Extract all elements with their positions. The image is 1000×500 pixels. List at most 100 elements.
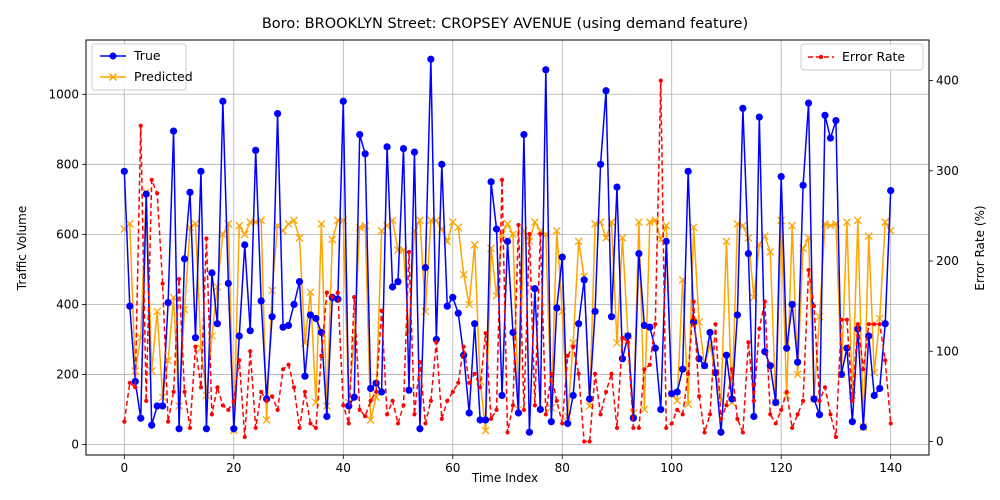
- legend-true-label: True: [133, 48, 161, 63]
- true-point: [350, 393, 358, 401]
- true-point: [284, 321, 293, 330]
- true-point: [137, 414, 145, 422]
- error-point: [806, 267, 811, 273]
- true-point: [569, 391, 577, 400]
- error-point: [467, 380, 472, 385]
- error-point: [707, 412, 713, 417]
- error-point: [828, 412, 833, 417]
- predicted-point: [415, 216, 424, 225]
- true-point: [323, 412, 331, 421]
- predicted-point: [552, 226, 561, 235]
- predicted-point: [218, 230, 227, 239]
- error-point: [866, 322, 871, 327]
- true-point: [821, 111, 829, 119]
- error-point: [231, 398, 236, 403]
- true-point: [438, 160, 446, 168]
- error-point: [319, 353, 324, 358]
- legend-right-box: [800, 43, 924, 71]
- predicted-point: [777, 216, 786, 225]
- error-point: [790, 425, 795, 431]
- error-point: [565, 353, 570, 358]
- error-point: [538, 231, 543, 237]
- error-point: [499, 177, 505, 182]
- true-point: [783, 344, 791, 352]
- error-point: [160, 281, 165, 286]
- error-point: [445, 398, 450, 403]
- error-point: [308, 421, 313, 426]
- error-point: [439, 416, 444, 422]
- x-tick-label: 80: [555, 461, 570, 475]
- true-point: [525, 428, 533, 436]
- error-point: [357, 407, 362, 412]
- true-point: [728, 395, 736, 403]
- true-point: [383, 143, 391, 151]
- true-point: [733, 311, 742, 319]
- predicted-point: [640, 405, 649, 414]
- error-point: [603, 389, 609, 394]
- predicted-point: [290, 216, 298, 225]
- true-point: [591, 307, 599, 316]
- error-point: [587, 439, 592, 444]
- predicted-point: [634, 218, 643, 227]
- true-point: [881, 320, 889, 328]
- true-point: [772, 398, 780, 407]
- error-point: [521, 407, 527, 412]
- error-point: [456, 380, 461, 385]
- error-point: [872, 322, 877, 327]
- error-point: [850, 398, 855, 403]
- error-point: [204, 236, 209, 241]
- true-point: [180, 255, 189, 263]
- error-point: [713, 322, 718, 327]
- true-point: [148, 421, 156, 429]
- true-point: [640, 321, 648, 330]
- y2-tick-label: 200: [936, 254, 959, 268]
- y2-tick-label: 0: [936, 434, 944, 448]
- true-point: [268, 313, 276, 321]
- predicted-point: [213, 282, 222, 291]
- true-point: [471, 320, 479, 328]
- true-point: [345, 402, 353, 410]
- true-point: [580, 276, 588, 284]
- predicted-point: [470, 240, 479, 249]
- series-layer: [120, 55, 895, 444]
- predicted-point: [602, 233, 610, 242]
- true-point: [142, 190, 150, 198]
- true-point: [799, 181, 807, 189]
- true-point: [520, 130, 528, 139]
- true-point: [443, 302, 451, 310]
- error-point: [176, 276, 182, 282]
- error-point: [384, 412, 390, 417]
- error-point: [226, 407, 231, 412]
- true-point: [191, 334, 200, 342]
- error-point: [313, 425, 319, 431]
- error-point: [248, 349, 253, 354]
- true-point: [257, 297, 265, 305]
- error-point: [187, 425, 193, 431]
- error-point: [729, 367, 735, 372]
- error-point: [302, 389, 308, 394]
- true-point: [826, 134, 835, 142]
- error-point: [478, 385, 483, 390]
- true-point: [186, 188, 194, 196]
- error-point: [773, 421, 778, 426]
- predicted-point: [618, 233, 627, 242]
- y-tick-label: 1000: [48, 87, 79, 101]
- predicted-point: [722, 237, 731, 246]
- true-point: [662, 237, 670, 245]
- true-point: [788, 300, 796, 309]
- true-point: [460, 351, 468, 359]
- true-point: [832, 116, 840, 125]
- predicted-point: [454, 223, 463, 232]
- predicted-point: [689, 223, 698, 232]
- x-tick-label: 140: [879, 461, 902, 475]
- error-point: [412, 412, 417, 417]
- predicted-point: [487, 244, 496, 253]
- error-point: [390, 398, 395, 403]
- legend-predicted-label: Predicted: [134, 69, 193, 84]
- predicted-point: [788, 221, 797, 230]
- true-point: [679, 365, 687, 373]
- true-point: [706, 328, 714, 337]
- error-point: [582, 439, 587, 444]
- predicted-point: [125, 219, 134, 228]
- true-point: [755, 113, 763, 121]
